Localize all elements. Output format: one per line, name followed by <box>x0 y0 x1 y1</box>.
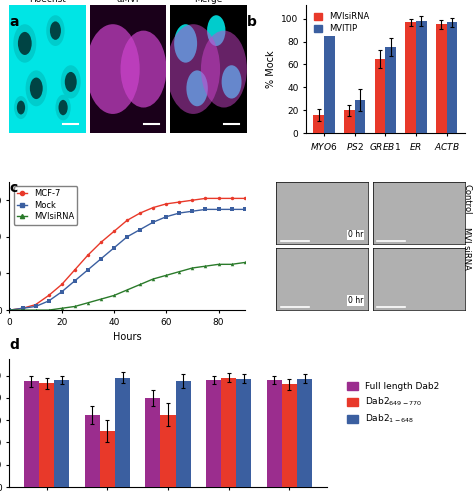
Circle shape <box>120 31 166 107</box>
Bar <box>206 380 221 487</box>
Bar <box>237 379 252 487</box>
X-axis label: Hours: Hours <box>113 332 141 342</box>
Circle shape <box>61 65 81 98</box>
Circle shape <box>14 96 28 119</box>
Bar <box>374 59 385 133</box>
Bar <box>145 398 160 487</box>
Bar <box>267 380 282 487</box>
Bar <box>54 380 69 487</box>
Text: Control: Control <box>462 183 471 214</box>
Bar <box>344 110 355 133</box>
Text: d: d <box>9 338 19 352</box>
Circle shape <box>58 100 68 115</box>
Bar <box>324 27 335 133</box>
Bar <box>385 47 396 133</box>
Title: Merge: Merge <box>194 0 223 4</box>
Bar <box>160 414 175 487</box>
Bar <box>416 21 427 133</box>
Circle shape <box>18 32 32 55</box>
Legend: Full length Dab2, Dab2$_{649-770}$, Dab2$_{1-648}$: Full length Dab2, Dab2$_{649-770}$, Dab2… <box>342 378 444 430</box>
Bar <box>84 414 100 487</box>
Circle shape <box>30 78 43 99</box>
Circle shape <box>166 24 220 114</box>
Circle shape <box>13 24 36 63</box>
Circle shape <box>174 24 197 63</box>
Bar <box>100 431 115 487</box>
Bar <box>355 100 365 133</box>
Text: 0 hr: 0 hr <box>348 296 364 305</box>
Text: 0 hr: 0 hr <box>348 231 364 240</box>
Circle shape <box>201 31 247 107</box>
Circle shape <box>55 95 71 120</box>
Bar <box>221 378 237 487</box>
Legend: MCF-7, Mock, MVIsiRNA: MCF-7, Mock, MVIsiRNA <box>14 186 77 225</box>
Text: MVI siRNA: MVI siRNA <box>462 227 471 270</box>
Y-axis label: % Mock: % Mock <box>266 50 276 88</box>
Circle shape <box>50 21 61 40</box>
Text: a: a <box>9 15 19 29</box>
Bar <box>175 381 191 487</box>
Bar <box>282 385 297 487</box>
Title: αMVI: αMVI <box>117 0 139 4</box>
Title: Hoechst: Hoechst <box>29 0 66 4</box>
Bar <box>447 22 457 133</box>
Bar <box>297 379 312 487</box>
Circle shape <box>186 71 208 106</box>
Legend: MVIsiRNA, MVITIP: MVIsiRNA, MVITIP <box>310 9 373 36</box>
Circle shape <box>86 24 140 114</box>
Circle shape <box>207 15 226 46</box>
Bar <box>24 381 39 487</box>
Bar <box>39 383 54 487</box>
Text: c: c <box>9 181 18 195</box>
Circle shape <box>222 65 242 98</box>
Circle shape <box>26 71 47 106</box>
Text: b: b <box>246 15 256 29</box>
Circle shape <box>65 72 77 92</box>
Bar <box>436 24 447 133</box>
Bar <box>115 378 130 487</box>
Circle shape <box>46 15 64 46</box>
Bar <box>313 115 324 133</box>
Circle shape <box>17 100 25 114</box>
Bar <box>405 22 416 133</box>
